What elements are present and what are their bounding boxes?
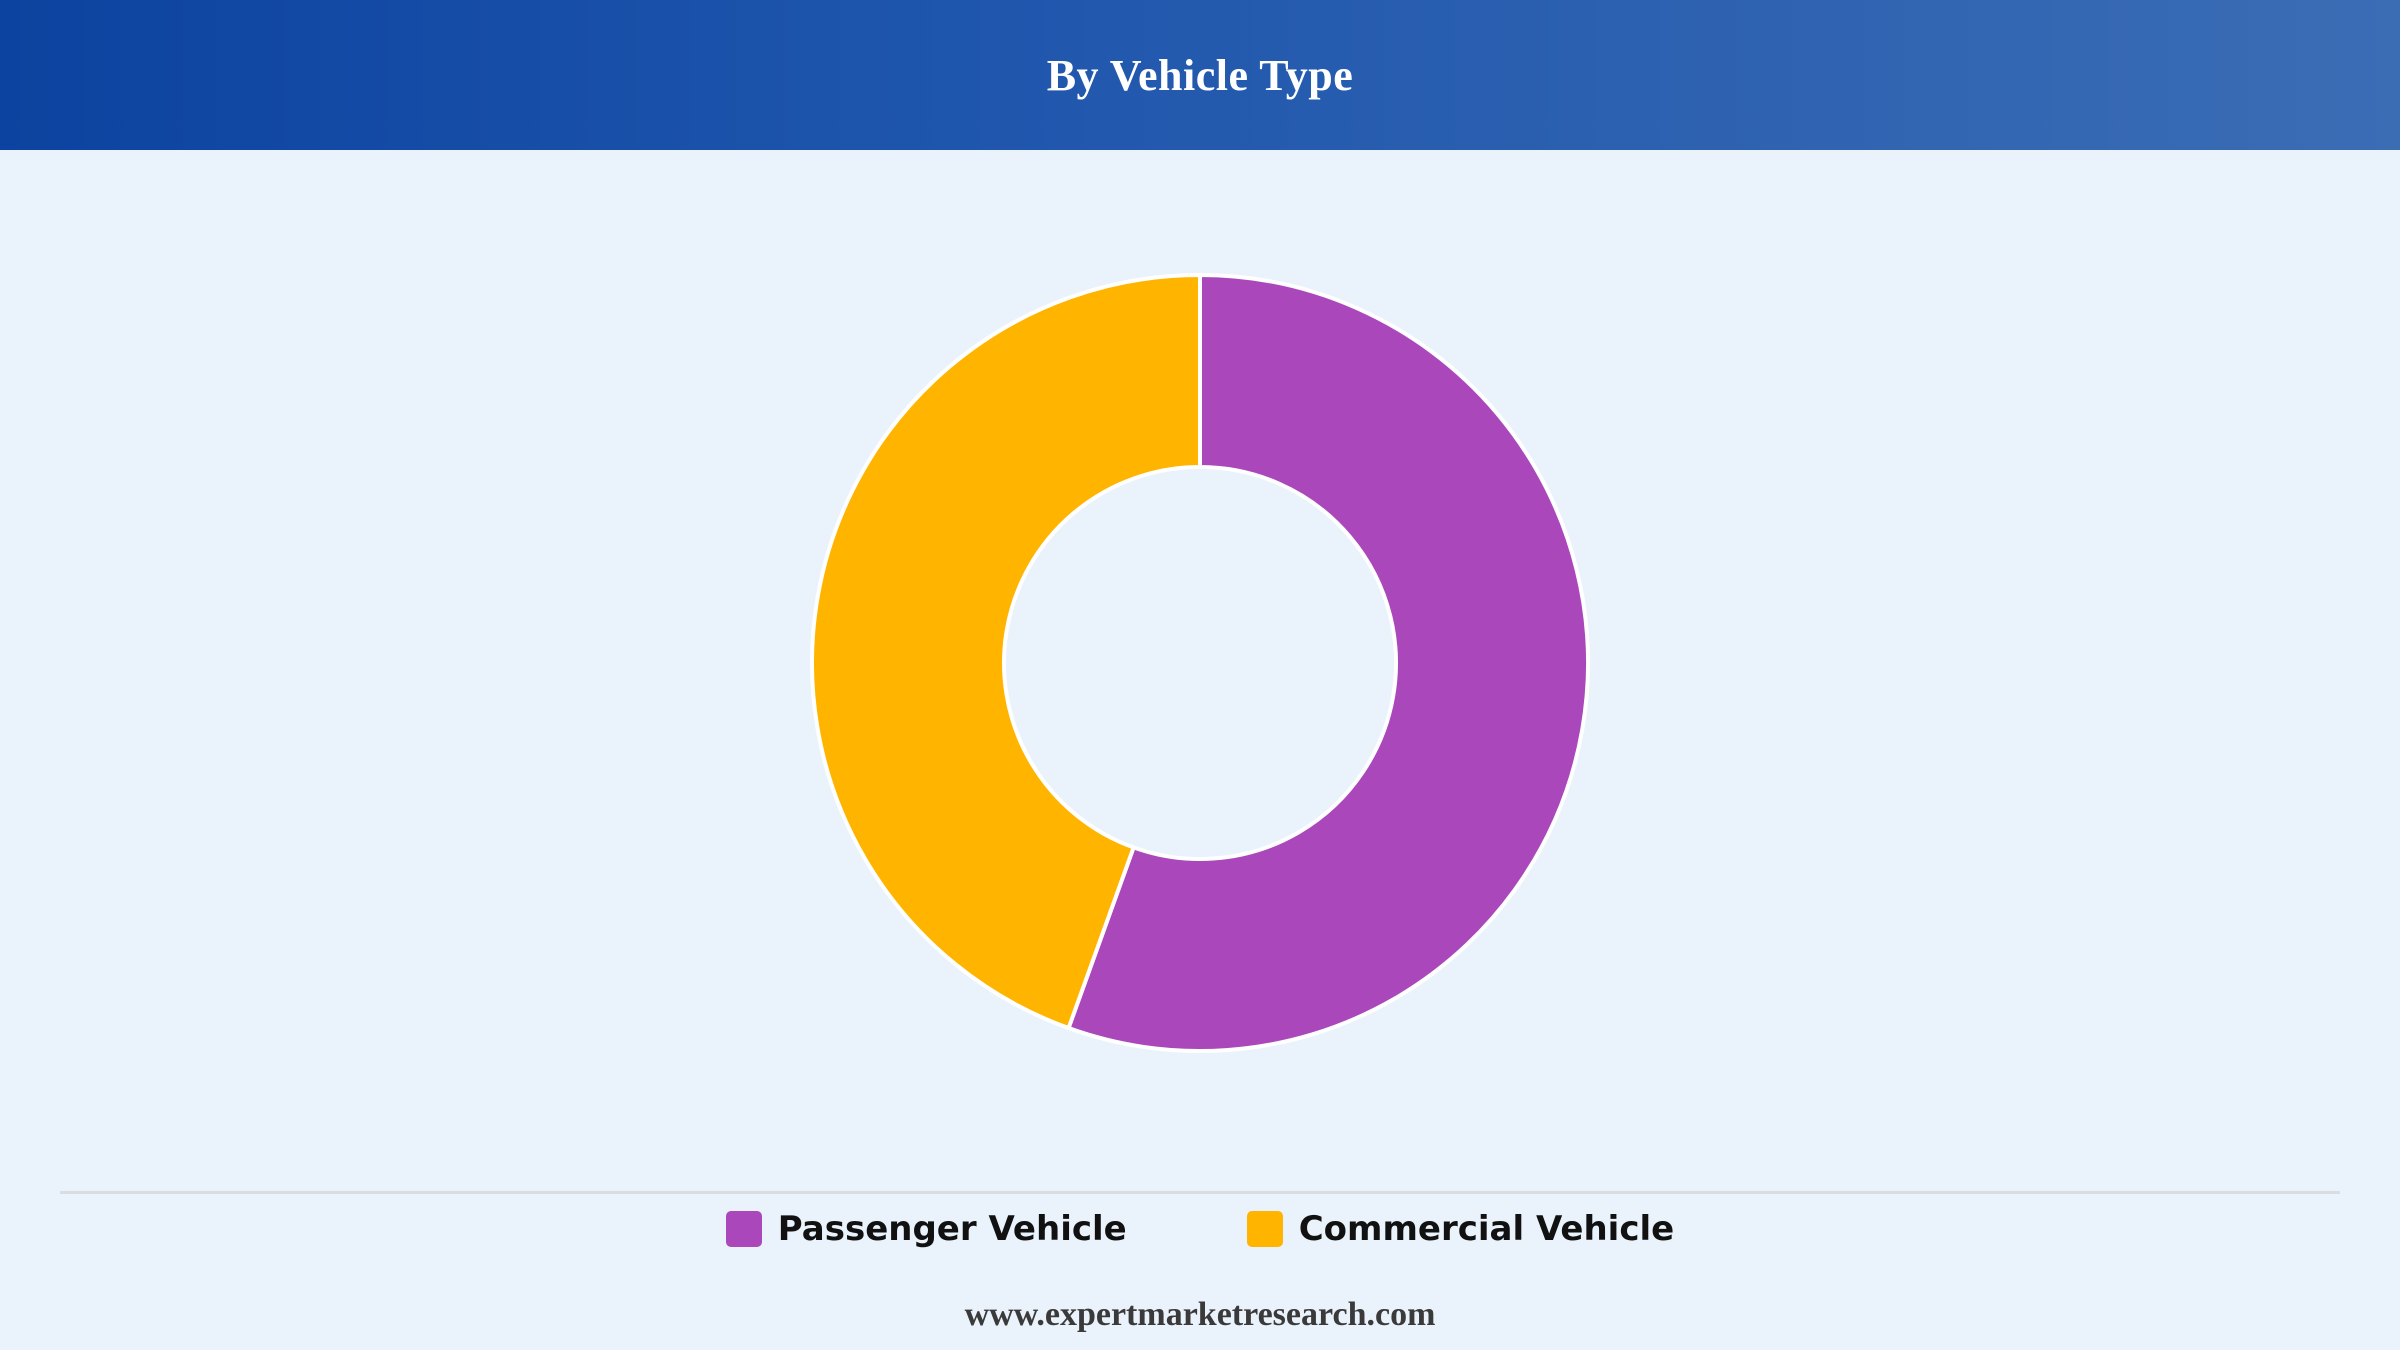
chart-title: By Vehicle Type <box>1046 50 1354 100</box>
chart-area <box>0 150 2400 1190</box>
legend-divider <box>60 1191 2340 1194</box>
chart-header: By Vehicle Type <box>0 0 2400 150</box>
legend-label-commercial-vehicle: Commercial Vehicle <box>1298 1209 1675 1249</box>
donut-slice-passenger-vehicle <box>1066 273 1590 1053</box>
legend-swatch-commercial-vehicle <box>1246 1211 1283 1247</box>
legend-swatch-passenger-vehicle <box>725 1211 762 1247</box>
chart-legend: Passenger Vehicle Commercial Vehicle <box>0 1207 2400 1251</box>
legend-label-passenger-vehicle: Passenger Vehicle <box>777 1209 1127 1249</box>
donut-slice-commercial-vehicle <box>810 273 1202 1031</box>
donut-chart <box>810 273 1590 1053</box>
legend-item-commercial-vehicle: Commercial Vehicle <box>1246 1209 1675 1249</box>
legend-item-passenger-vehicle: Passenger Vehicle <box>725 1209 1127 1249</box>
source-url: www.expertmarketresearch.com <box>964 1296 1436 1333</box>
